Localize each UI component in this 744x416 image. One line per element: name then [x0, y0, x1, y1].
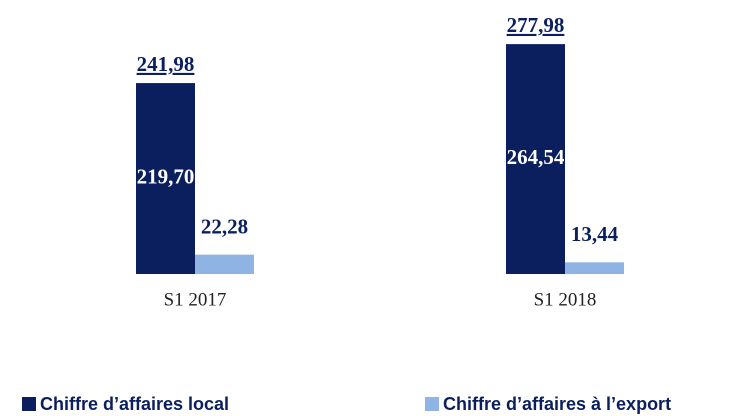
- data-label: 219,70: [137, 164, 195, 188]
- data-label: 22,28: [201, 214, 248, 238]
- bar: [136, 83, 195, 274]
- bar: [506, 44, 565, 274]
- total-label: 241,98: [137, 52, 195, 76]
- x-tick-label: S1 2018: [534, 289, 597, 310]
- data-label: 13,44: [571, 222, 619, 246]
- bar: [565, 262, 624, 274]
- legend-swatch: [22, 397, 36, 411]
- legend-swatch: [425, 397, 439, 411]
- data-label: 264,54: [507, 145, 565, 169]
- legend-label: Chiffre d’affaires à l’export: [443, 394, 671, 414]
- bar: [195, 254, 254, 274]
- legend-label: Chiffre d’affaires local: [40, 394, 229, 414]
- x-tick-label: S1 2017: [164, 289, 227, 310]
- total-label: 277,98: [507, 13, 565, 37]
